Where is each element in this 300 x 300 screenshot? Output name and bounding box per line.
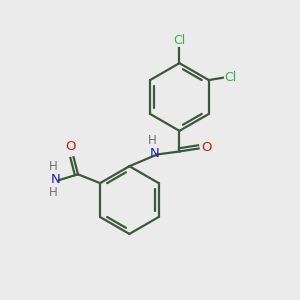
Text: O: O (65, 140, 76, 153)
Text: Cl: Cl (224, 71, 237, 84)
Text: H: H (49, 160, 57, 173)
Text: N: N (149, 147, 159, 160)
Text: Cl: Cl (173, 34, 186, 47)
Text: H: H (49, 186, 57, 199)
Text: N: N (51, 173, 61, 186)
Text: H: H (148, 134, 156, 147)
Text: O: O (202, 141, 212, 154)
